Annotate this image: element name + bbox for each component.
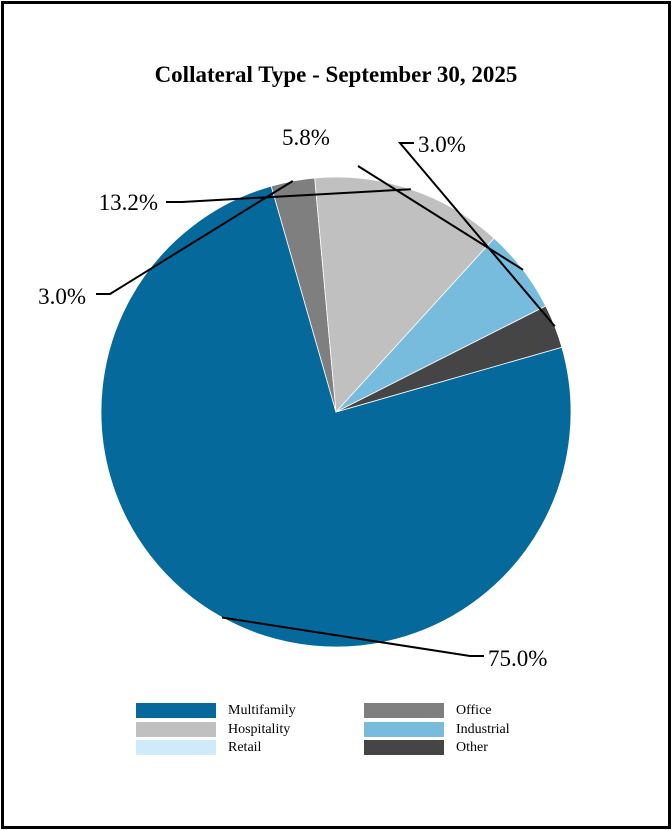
legend-swatch xyxy=(136,722,216,737)
pie-slices xyxy=(100,176,572,648)
data-label: 75.0% xyxy=(488,646,547,671)
leader-line xyxy=(96,180,294,295)
leader-line xyxy=(166,188,411,203)
data-label: 3.0% xyxy=(418,132,466,157)
legend-swatch xyxy=(136,703,216,718)
legend-label: Other xyxy=(456,740,488,755)
legend: Multifamily Office Hospitality Industria… xyxy=(136,702,536,762)
pie-slice-hospitality xyxy=(314,176,495,413)
legend-label: Retail xyxy=(228,740,262,755)
data-label: 5.8% xyxy=(282,125,330,150)
legend-label: Hospitality xyxy=(228,722,291,737)
legend-label: Office xyxy=(456,703,492,718)
legend-swatch xyxy=(364,703,444,718)
leader-line xyxy=(397,142,556,327)
legend-label: Multifamily xyxy=(228,703,296,718)
legend-swatch xyxy=(364,722,444,737)
legend-label: Industrial xyxy=(456,722,510,737)
data-label: 13.2% xyxy=(99,190,158,215)
leader-line xyxy=(221,616,484,657)
chart-title: Collateral Type - September 30, 2025 xyxy=(154,62,518,87)
legend-swatch xyxy=(364,740,444,755)
pie-data-labels: 75.0% 3.0% 13.2% 5.8% 3.0% xyxy=(38,125,556,671)
data-label: 3.0% xyxy=(38,284,86,309)
leader-line xyxy=(357,165,524,271)
legend-swatch xyxy=(136,740,216,755)
